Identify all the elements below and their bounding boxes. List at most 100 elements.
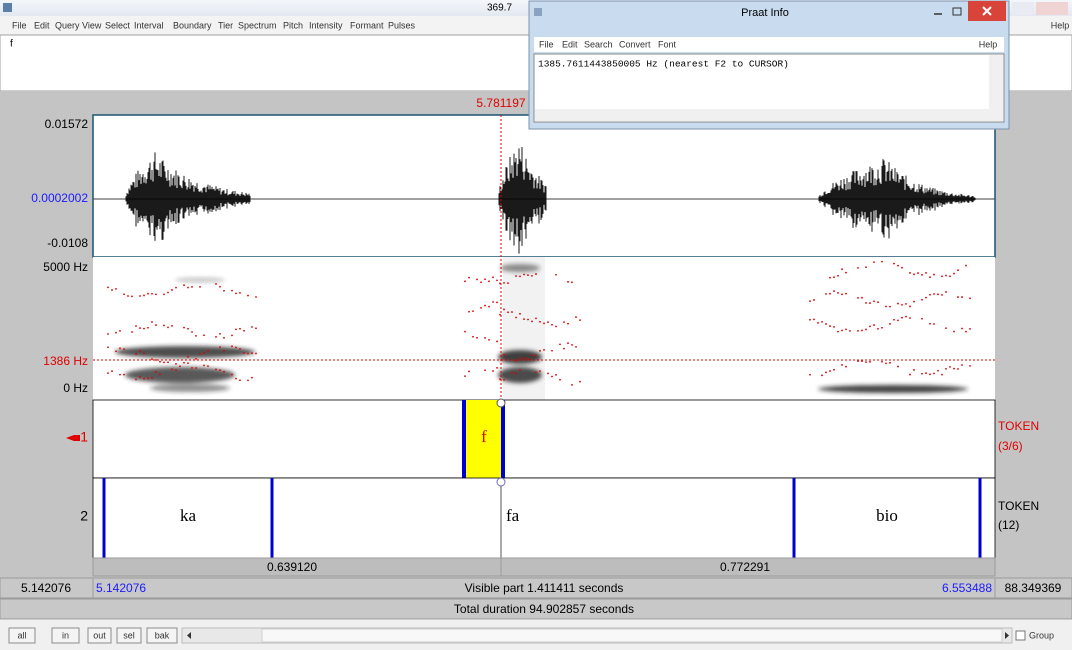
menu-item[interactable]: Intensity: [309, 20, 343, 30]
formant-point: [523, 274, 525, 276]
formant-point: [143, 352, 145, 354]
menu-item[interactable]: Edit: [34, 20, 50, 30]
formant-point: [107, 372, 109, 374]
formant-point: [961, 296, 963, 298]
menu-item[interactable]: Spectrum: [238, 20, 277, 30]
formant-point: [833, 326, 835, 328]
formant-point: [889, 362, 891, 364]
formant-point: [921, 373, 923, 375]
formant-point: [507, 311, 509, 313]
maximize-button[interactable]: [1012, 2, 1034, 15]
button-label: sel: [123, 630, 135, 640]
formant-point: [115, 350, 117, 352]
total-duration[interactable]: Total duration 94.902857 seconds: [454, 602, 634, 616]
interval-text: fa: [506, 506, 520, 525]
button-label: all: [17, 630, 26, 640]
formant-point: [468, 277, 470, 279]
formant-point: [813, 299, 815, 301]
group-checkbox[interactable]: [1016, 631, 1025, 640]
formant-point: [123, 374, 125, 376]
tier-number: 2: [80, 508, 88, 524]
help-menu[interactable]: Help: [1051, 20, 1070, 30]
boundary-handle[interactable]: [497, 399, 505, 407]
formant-point: [945, 291, 947, 293]
formant-point: [897, 265, 899, 267]
formant-point: [199, 286, 201, 288]
waveform-max: 0.01572: [45, 117, 89, 131]
menu-item[interactable]: Pulses: [388, 20, 416, 30]
formant-point: [953, 331, 955, 333]
menu-item[interactable]: Edit: [562, 39, 578, 49]
window-controls[interactable]: [1012, 2, 1068, 15]
formant-point: [115, 332, 117, 334]
duration[interactable]: 0.772291: [720, 560, 770, 574]
waveform-cursor-value: 0.0002002: [31, 191, 88, 205]
formant-point: [488, 306, 490, 308]
menu-item[interactable]: Pitch: [283, 20, 303, 30]
tier-1[interactable]: [93, 400, 995, 478]
menu-item[interactable]: Select: [105, 20, 131, 30]
formant-point: [247, 295, 249, 297]
formant-point: [492, 370, 494, 372]
formant-point: [468, 371, 470, 373]
spectral-energy: [818, 385, 968, 393]
formant-point: [527, 319, 529, 321]
praat-editor: 369.7 FileEditQueryViewSelectIntervalBou…: [0, 0, 1072, 650]
menu-item[interactable]: File: [539, 39, 554, 49]
close-button[interactable]: [1036, 2, 1068, 15]
formant-point: [901, 267, 903, 269]
menu-item[interactable]: Boundary: [173, 20, 212, 30]
text-field-content: f: [10, 39, 13, 50]
duration[interactable]: 0.639120: [267, 560, 317, 574]
menu-item[interactable]: Formant: [350, 20, 384, 30]
formant-point: [135, 353, 137, 355]
menu-item[interactable]: Search: [584, 39, 613, 49]
formant-point: [877, 301, 879, 303]
formant-point: [571, 344, 573, 346]
info-vscroll[interactable]: [989, 55, 1003, 109]
formant-point: [865, 302, 867, 304]
formant-point: [861, 297, 863, 299]
menu-item[interactable]: Tier: [218, 20, 233, 30]
formant-point: [107, 286, 109, 288]
formant-point: [175, 363, 177, 365]
formant-point: [187, 356, 189, 358]
formant-point: [195, 358, 197, 360]
formant-point: [921, 274, 923, 276]
formant-point: [579, 319, 581, 321]
menu-item[interactable]: File: [12, 20, 27, 30]
formant-point: [841, 293, 843, 295]
formant-point: [885, 362, 887, 364]
tier-number: 1: [80, 429, 88, 445]
formant-point: [881, 261, 883, 263]
menu-item[interactable]: View: [82, 20, 102, 30]
scrollbar-thumb[interactable]: [262, 629, 1002, 642]
visible-part[interactable]: Visible part 1.411411 seconds: [465, 581, 624, 595]
formant-point: [949, 275, 951, 277]
menu-item[interactable]: Convert: [619, 39, 651, 49]
formant-point: [809, 319, 811, 321]
tier-2[interactable]: [93, 478, 995, 558]
remaining[interactable]: 88.349369: [1005, 581, 1062, 595]
formant-point: [547, 321, 549, 323]
formant-point: [925, 372, 927, 374]
boundary-handle[interactable]: [497, 478, 505, 486]
formant-point: [961, 364, 963, 366]
formant-point: [231, 290, 233, 292]
info-hscroll[interactable]: [535, 109, 1003, 121]
menu-item[interactable]: Interval: [134, 20, 164, 30]
menu-item[interactable]: Font: [658, 39, 677, 49]
formant-point: [239, 292, 241, 294]
window-start[interactable]: 5.142076: [21, 581, 71, 595]
formant-point: [171, 289, 173, 291]
formant-point: [143, 328, 145, 330]
formant-point: [929, 276, 931, 278]
formant-point: [484, 337, 486, 339]
info-help[interactable]: Help: [979, 39, 998, 49]
formant-point: [567, 342, 569, 344]
formant-point: [945, 275, 947, 277]
menu-item[interactable]: Query: [55, 20, 80, 30]
formant-point: [909, 306, 911, 308]
formant-point: [869, 326, 871, 328]
formant-point: [893, 319, 895, 321]
